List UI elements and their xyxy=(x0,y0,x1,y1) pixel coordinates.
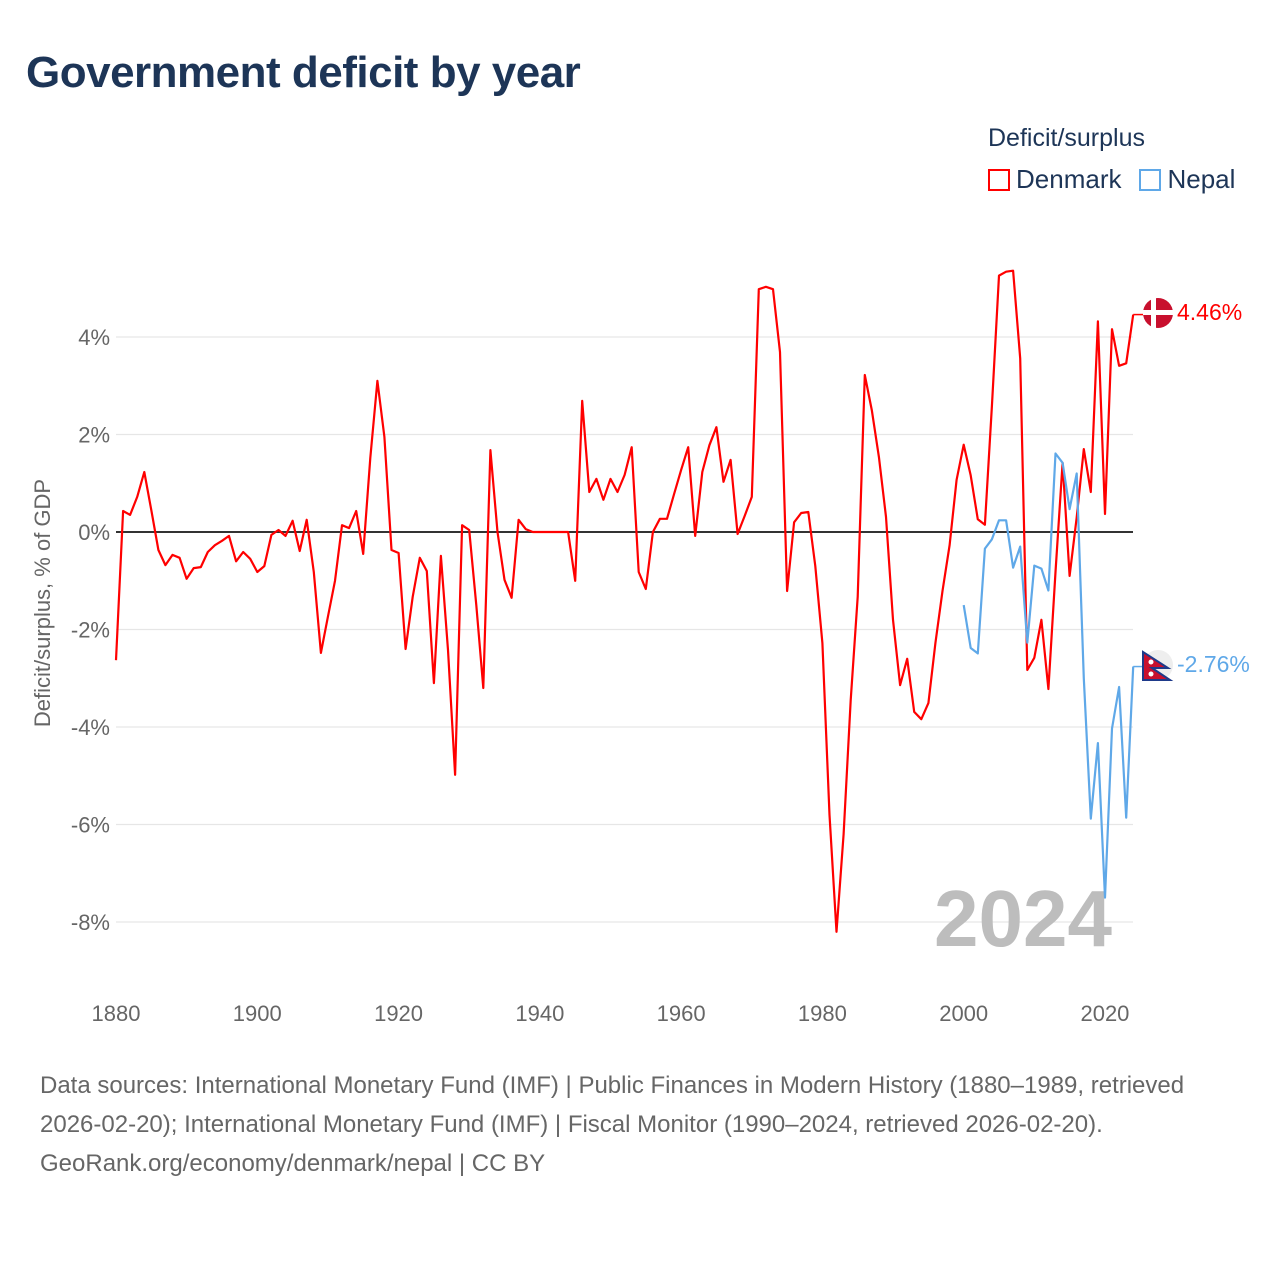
x-tick-label: 1920 xyxy=(374,1001,423,1026)
y-tick-label: -8% xyxy=(71,910,110,935)
denmark-end-label: 4.46% xyxy=(1177,299,1242,325)
nepal-end-label: -2.76% xyxy=(1177,651,1250,677)
x-tick-label: 1880 xyxy=(92,1001,141,1026)
legend-swatch-denmark xyxy=(988,168,1010,191)
nepal-flag-icon xyxy=(1142,650,1174,681)
legend-label-denmark: Denmark xyxy=(1016,164,1122,194)
x-tick-label: 2020 xyxy=(1080,1001,1129,1026)
legend-title: Deficit/surplus xyxy=(988,124,1145,152)
y-tick-label: 2% xyxy=(78,423,110,448)
y-tick-label: -2% xyxy=(71,618,110,643)
y-tick-label: -4% xyxy=(71,715,110,740)
x-tick-label: 1960 xyxy=(657,1001,706,1026)
credit-link[interactable]: GeoRank.org/economy/denmark/nepal | CC B… xyxy=(40,1150,546,1177)
y-tick-label: 4% xyxy=(78,325,110,350)
footer: Data sources: International Monetary Fun… xyxy=(40,1066,1240,1183)
x-tick-label: 2000 xyxy=(939,1001,988,1026)
y-tick-label: -6% xyxy=(71,813,110,838)
series-line-denmark xyxy=(114,269,1135,933)
denmark-flag-icon xyxy=(1143,298,1173,328)
legend-label-nepal: Nepal xyxy=(1167,164,1236,194)
legend-item-denmark[interactable]: Denmark xyxy=(988,164,1121,195)
year-watermark: 2024 xyxy=(934,874,1112,963)
x-tick-label: 1900 xyxy=(233,1001,282,1026)
legend-item-nepal[interactable]: Nepal xyxy=(1139,164,1235,195)
series-line-nepal xyxy=(962,452,1135,899)
y-tick-label: 0% xyxy=(78,520,110,545)
data-sources: Data sources: International Monetary Fun… xyxy=(40,1072,1185,1138)
x-tick-label: 1940 xyxy=(515,1001,564,1026)
chart-title: Government deficit by year xyxy=(26,48,581,97)
legend: Denmark Nepal xyxy=(988,164,1235,195)
legend-swatch-nepal xyxy=(1139,168,1162,191)
y-axis-label: Deficit/surplus, % of GDP xyxy=(30,479,55,727)
x-tick-label: 1980 xyxy=(798,1001,847,1026)
